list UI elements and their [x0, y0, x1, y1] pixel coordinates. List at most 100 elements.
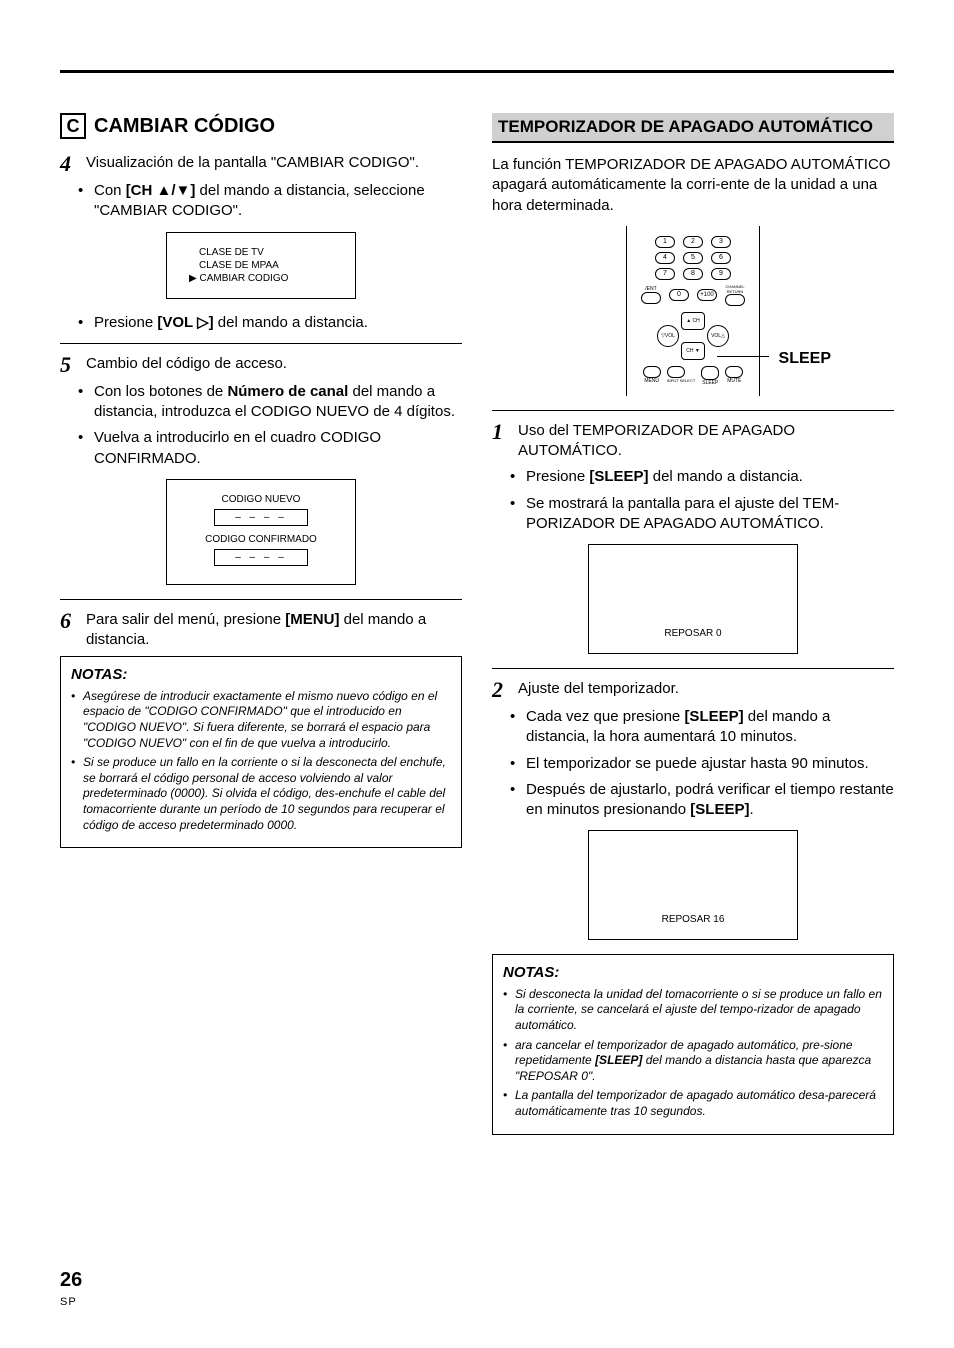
bullet: • Presione [SLEEP] del mando a distancia… — [510, 467, 894, 487]
notas-box-left: NOTAS: • Asegúrese de introducir exactam… — [60, 656, 462, 848]
bullet: • Se mostrará la pantalla para el ajuste… — [510, 494, 894, 535]
txt: del mando a distancia. — [649, 468, 803, 485]
step-5-bullets: • Con los botones de Número de canal del… — [78, 382, 462, 469]
note-item: • Si se produce un fallo en la corriente… — [71, 755, 451, 833]
bullet-dot: • — [78, 181, 88, 222]
right-column: TEMPORIZADOR DE APAGADO AUTOMÁTICO La fu… — [492, 113, 894, 1135]
screen-line: CLASE DE TV — [177, 247, 345, 258]
key-input — [667, 366, 685, 378]
bold: Número de canal — [227, 383, 348, 400]
key-9: 9 — [711, 268, 731, 280]
bullet-text: Se mostrará la pantalla para el ajuste d… — [526, 494, 894, 535]
step-6: 6 Para salir del menú, presione [MENU] d… — [60, 610, 462, 651]
step-6-text: Para salir del menú, presione [MENU] del… — [86, 610, 462, 651]
bold: [CH ▲/▼] — [126, 182, 196, 199]
bullet: • Vuelva a introducirlo en el cuadro COD… — [78, 428, 462, 469]
step-5-text: Cambio del código de acceso. — [86, 354, 462, 376]
txt: Presione — [526, 468, 589, 485]
bold: [SLEEP] — [684, 708, 743, 725]
section-sleep-heading: TEMPORIZADOR DE APAGADO AUTOMÁTICO — [492, 113, 894, 143]
bullet-text: Con [CH ▲/▼] del mando a distancia, sele… — [94, 181, 462, 222]
txt: Presione — [94, 314, 157, 331]
note-text: Si se produce un fallo en la corriente o… — [83, 755, 451, 833]
bullet-dot: • — [71, 755, 79, 833]
key-6: 6 — [711, 252, 731, 264]
bullet-dot: • — [503, 987, 511, 1034]
bullet-text: Después de ajustarlo, podrá verificar el… — [526, 780, 894, 821]
key-8: 8 — [683, 268, 703, 280]
page-sp: SP — [60, 1296, 77, 1308]
step-4-text: Visualización de la pantalla "CAMBIAR CO… — [86, 153, 462, 175]
ch-down: CH ▼ — [681, 342, 705, 360]
bullet-text: El temporizador se puede ajustar hasta 9… — [526, 754, 869, 774]
screen-codigo-nuevo: CODIGO NUEVO – – – – CODIGO CONFIRMADO –… — [166, 479, 356, 585]
bold: [SLEEP] — [589, 468, 648, 485]
remote-diagram: 1 2 3 4 5 6 7 8 9 /ENT — [492, 226, 894, 396]
note-item: • ara cancelar el temporizador de apagad… — [503, 1038, 883, 1085]
bullet: • Con los botones de Número de canal del… — [78, 382, 462, 423]
key-4: 4 — [655, 252, 675, 264]
bullet-dot: • — [510, 780, 520, 821]
bullet-dot: • — [510, 467, 520, 487]
bullet-dot: • — [503, 1088, 511, 1119]
note-text: Asegúrese de introducir exactamente el m… — [83, 689, 451, 751]
content-columns: C CAMBIAR CÓDIGO 4 Visualización de la p… — [60, 113, 894, 1135]
bullet: • Cada vez que presione [SLEEP] del mand… — [510, 707, 894, 748]
bold: [VOL ▷] — [157, 314, 213, 331]
txt: . — [749, 801, 753, 818]
left-column: C CAMBIAR CÓDIGO 4 Visualización de la p… — [60, 113, 462, 1135]
chret-label: CHANNEL RETURN — [725, 284, 745, 294]
step-4b-bullets: • Presione [VOL ▷] del mando a distancia… — [78, 313, 462, 333]
txt: Para salir del menú, presione — [86, 611, 285, 628]
lbl: SLEEP — [701, 380, 719, 386]
bullet-text: Vuelva a introducirlo en el cuadro CODIG… — [94, 428, 462, 469]
step-2-bullets: • Cada vez que presione [SLEEP] del mand… — [510, 707, 894, 820]
remote-body: 1 2 3 4 5 6 7 8 9 /ENT — [626, 226, 760, 396]
bullet-dot: • — [510, 494, 520, 535]
key-5: 5 — [683, 252, 703, 264]
divider — [492, 668, 894, 669]
ch-up: ▲ CH — [681, 312, 705, 330]
sleep-wrap: SLEEP — [701, 366, 719, 386]
key-2: 2 — [683, 236, 703, 248]
notas-box-right: NOTAS: • Si desconecta la unidad del tom… — [492, 954, 894, 1134]
chret-wrap: CHANNEL RETURN — [725, 284, 745, 306]
nav-pad: ▲ CH CH ▼ ▽VOL VOL△ — [657, 312, 729, 360]
bullet: • Después de ajustarlo, podrá verificar … — [510, 780, 894, 821]
key-ent — [641, 292, 661, 304]
note-text: La pantalla del temporizador de apagado … — [515, 1088, 883, 1119]
lbl: MUTE — [725, 378, 743, 384]
note-item: • Si desconecta la unidad del tomacorrie… — [503, 987, 883, 1034]
step-1-bullets: • Presione [SLEEP] del mando a distancia… — [510, 467, 894, 534]
bullet-text: Presione [SLEEP] del mando a distancia. — [526, 467, 803, 487]
key-1: 1 — [655, 236, 675, 248]
note-item: • La pantalla del temporizador de apagad… — [503, 1088, 883, 1119]
vol-down: ▽VOL — [657, 325, 679, 347]
marker-icon: ▶ — [189, 273, 197, 284]
note-text: ara cancelar el temporizador de apagado … — [515, 1038, 883, 1085]
step-1-text: Uso del TEMPORIZADOR DE APAGADO AUTOMÁTI… — [518, 421, 894, 462]
key-plus100: +100 — [697, 289, 717, 301]
txt: Cada vez que presione — [526, 708, 684, 725]
vol-up: VOL△ — [707, 325, 729, 347]
step-2: 2 Ajuste del temporizador. — [492, 679, 894, 701]
screen-reposar-0: REPOSAR 0 — [588, 544, 798, 654]
section-c-heading: CAMBIAR CÓDIGO — [94, 115, 275, 138]
screen-text: REPOSAR 0 — [664, 628, 721, 639]
bullet: • Presione [VOL ▷] del mando a distancia… — [78, 313, 462, 333]
screen-line: CODIGO CONFIRMADO — [177, 534, 345, 545]
key-chret — [725, 294, 745, 306]
ent-wrap: /ENT — [641, 286, 661, 304]
top-rule — [60, 70, 894, 73]
bold: [SLEEP] — [690, 801, 749, 818]
step-number: 5 — [60, 354, 78, 376]
step-5: 5 Cambio del código de acceso. — [60, 354, 462, 376]
callout-line — [717, 356, 769, 357]
screen-cambiar-codigo: CLASE DE TV CLASE DE MPAA ▶ CAMBIAR CODI… — [166, 232, 356, 299]
divider — [492, 410, 894, 411]
screen-line-selected: ▶ CAMBIAR CODIGO — [177, 273, 345, 284]
screen-reposar-16: REPOSAR 16 — [588, 830, 798, 940]
bullet: • Con [CH ▲/▼] del mando a distancia, se… — [78, 181, 462, 222]
bullet-dot: • — [78, 382, 88, 423]
ent-label: /ENT — [641, 286, 661, 292]
